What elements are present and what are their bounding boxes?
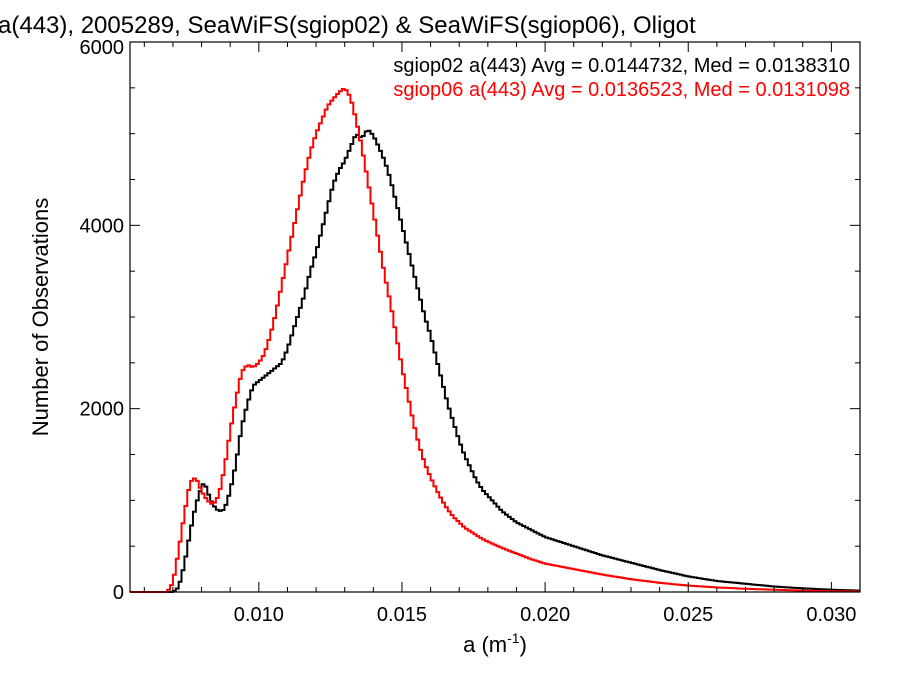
- series-layer: [130, 87, 860, 593]
- x-tick-label: 0.025: [663, 604, 713, 626]
- x-axis-label-superscript: -1: [507, 630, 520, 646]
- y-axis-ticks: 0 2000 4000 6000: [80, 37, 860, 604]
- x-axis-ticks: 0.010 0.015 0.020 0.025 0.030: [143, 42, 856, 626]
- x-tick-label: 0.015: [377, 604, 427, 626]
- series-line-sgiop02: [130, 129, 860, 593]
- y-tick-label: 6000: [80, 37, 125, 59]
- y-axis-label: Number of Observations: [28, 198, 53, 436]
- y-tick-label: 0: [113, 582, 124, 604]
- x-tick-label: 0.030: [806, 604, 856, 626]
- y-tick-label: 2000: [80, 399, 125, 421]
- x-tick-label: 0.020: [520, 604, 570, 626]
- y-tick-label: 4000: [80, 215, 125, 237]
- x-axis-label-suffix: ): [520, 632, 527, 657]
- x-tick-label: 0.010: [234, 604, 284, 626]
- x-axis-label-main: a (m: [463, 632, 507, 657]
- x-axis-label: a (m-1): [463, 630, 527, 657]
- chart-title: a(443), 2005289, SeaWiFS(sgiop02) & SeaW…: [0, 12, 696, 39]
- legend-entry-sgiop02: sgiop02 a(443) Avg = 0.0144732, Med = 0.…: [393, 55, 850, 77]
- legend-entry-sgiop06: sgiop06 a(443) Avg = 0.0136523, Med = 0.…: [393, 79, 850, 101]
- series-line-sgiop06: [130, 87, 860, 593]
